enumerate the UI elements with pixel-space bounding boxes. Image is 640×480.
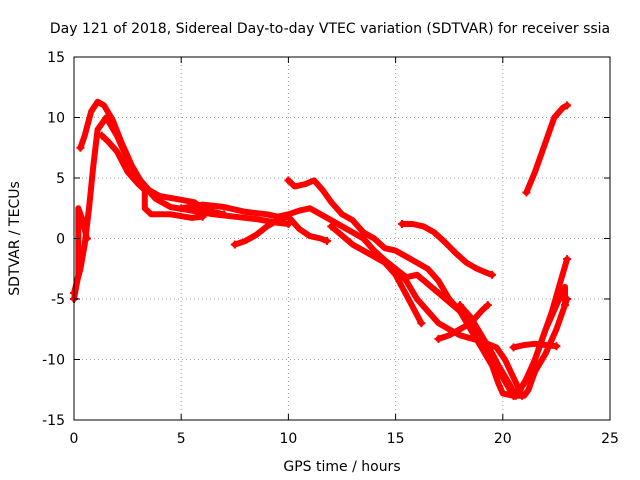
data-point-marker (563, 255, 572, 264)
series-arc-5 (178, 201, 526, 399)
data-point-marker (230, 240, 239, 249)
chart-title: Day 121 of 2018, Sidereal Day-to-day VTE… (50, 21, 610, 37)
series-arc-13 (510, 340, 560, 351)
series-arc-4 (71, 205, 90, 302)
data-point-marker (509, 391, 518, 400)
data-point-marker (380, 258, 389, 267)
series-arc-12 (456, 302, 517, 399)
x-axis-title: GPS time / hours (283, 459, 400, 475)
y-tick-label: -15 (42, 413, 65, 429)
data-point-marker (322, 236, 331, 245)
series-arc-11 (435, 302, 491, 342)
data-point-marker (198, 212, 207, 221)
data-point-marker (434, 334, 443, 343)
series-arc-16 (523, 102, 571, 196)
data-point-marker (417, 319, 426, 328)
data-point-marker (455, 301, 464, 310)
data-point-marker (522, 188, 531, 197)
x-tick-label: 20 (494, 431, 512, 447)
x-tick-label: 5 (177, 431, 186, 447)
data-point-marker (398, 219, 407, 228)
data-series (70, 98, 572, 400)
data-point-marker (483, 301, 492, 310)
data-point-marker (82, 234, 91, 243)
series-arc-6 (231, 213, 330, 248)
data-point-marker (76, 143, 85, 152)
x-tick-label: 25 (601, 431, 619, 447)
series-arc-8 (328, 223, 571, 399)
data-point-marker (284, 176, 293, 185)
y-axis-tick-labels: -15 -10 -5 0 5 10 15 (42, 50, 65, 429)
x-axis-tick-labels: 0 5 10 15 20 25 (70, 431, 619, 447)
data-point-marker (563, 101, 572, 110)
data-point-marker (560, 301, 569, 310)
series-arc-9 (381, 259, 425, 327)
x-tick-label: 10 (279, 431, 297, 447)
data-point-marker (515, 385, 524, 394)
y-tick-label: 5 (56, 171, 65, 187)
x-tick-label: 0 (70, 431, 79, 447)
y-tick-label: 10 (47, 111, 65, 127)
y-tick-label: 0 (56, 232, 65, 248)
data-point-marker (509, 343, 518, 352)
data-point-marker (488, 270, 497, 279)
series-arc-15 (517, 256, 571, 393)
data-point-marker (177, 204, 186, 213)
data-point-marker (327, 222, 336, 231)
data-point-marker (552, 342, 561, 351)
data-point-marker (97, 131, 106, 140)
series-arc-10 (399, 221, 496, 278)
series-arc-3 (98, 132, 206, 221)
y-tick-label: -10 (42, 353, 65, 369)
y-axis-title: SDTVAR / TECUs (7, 181, 23, 296)
x-tick-label: 15 (387, 431, 405, 447)
y-tick-label: -5 (51, 292, 65, 308)
tick-marks (73, 56, 611, 421)
y-tick-label: 15 (47, 50, 65, 66)
